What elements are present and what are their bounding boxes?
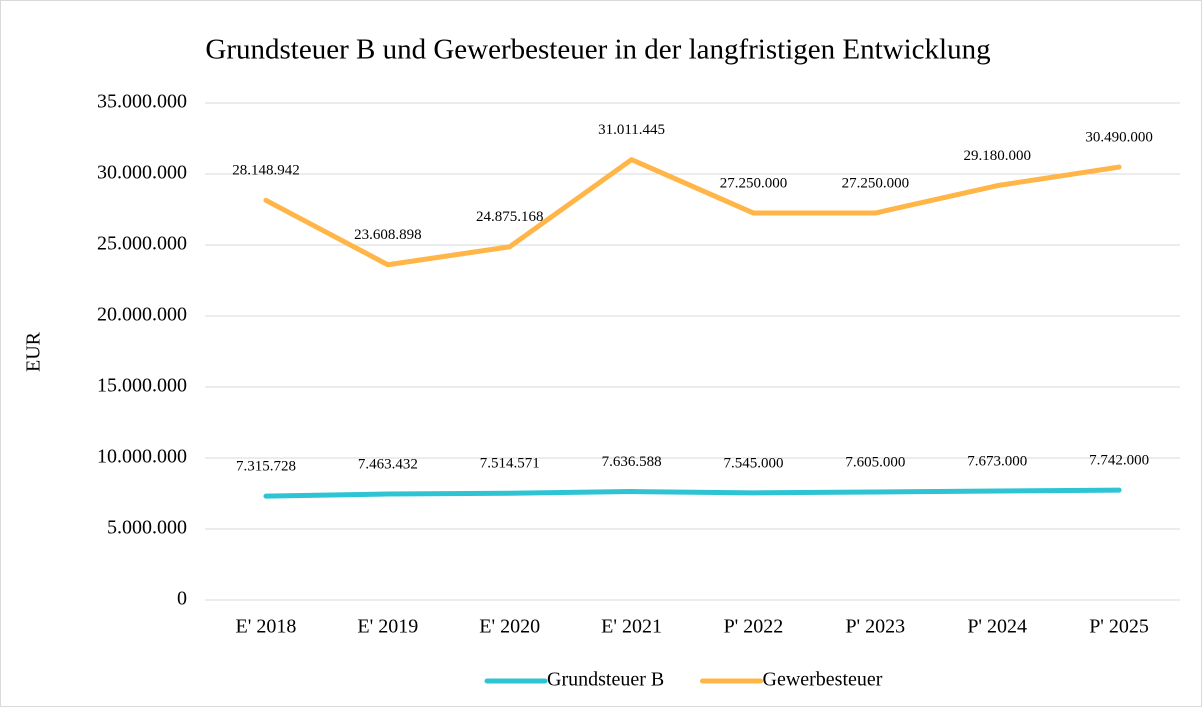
data-label: 7.742.000 xyxy=(1089,453,1149,469)
legend-label: Gewerbesteuer xyxy=(763,669,883,691)
y-tick-label: 20.000.000 xyxy=(97,304,187,326)
y-tick-label: 15.000.000 xyxy=(97,375,187,397)
series-line xyxy=(263,487,1122,499)
x-tick-label: E' 2020 xyxy=(479,616,540,638)
y-tick-label: 35.000.000 xyxy=(97,91,187,113)
y-tick-label: 0 xyxy=(177,588,187,610)
y-tick-label: 5.000.000 xyxy=(107,517,187,539)
data-label: 27.250.000 xyxy=(842,175,910,191)
x-tick-label: E' 2019 xyxy=(357,616,418,638)
data-label: 7.315.728 xyxy=(236,459,296,475)
data-label: 31.011.445 xyxy=(598,122,665,138)
x-tick-label: P' 2025 xyxy=(1089,616,1149,638)
data-label: 7.514.571 xyxy=(480,456,540,472)
data-label: 24.875.168 xyxy=(476,209,544,225)
series-line xyxy=(263,157,1122,268)
data-label: 7.545.000 xyxy=(723,455,783,471)
y-tick-label: 10.000.000 xyxy=(97,446,187,468)
data-label: 28.148.942 xyxy=(232,163,300,179)
data-label: 27.250.000 xyxy=(720,175,788,191)
x-tick-label: P' 2023 xyxy=(845,616,905,638)
y-tick-label: 25.000.000 xyxy=(97,233,187,255)
x-tick-label: E' 2021 xyxy=(601,616,662,638)
data-label: 7.673.000 xyxy=(967,453,1027,469)
data-label: 29.180.000 xyxy=(963,148,1031,164)
x-tick-label: P' 2022 xyxy=(724,616,784,638)
data-label: 7.636.588 xyxy=(602,454,662,470)
data-label: 7.463.432 xyxy=(358,456,418,472)
data-label: 30.490.000 xyxy=(1085,129,1153,145)
legend-label: Grundsteuer B xyxy=(547,669,664,691)
data-label: 23.608.898 xyxy=(354,227,422,243)
x-tick-label: P' 2024 xyxy=(967,616,1027,638)
chart-title: Grundsteuer B und Gewerbesteuer in der l… xyxy=(205,34,990,66)
data-label: 7.605.000 xyxy=(845,454,905,470)
y-axis-label: EUR xyxy=(23,331,45,372)
x-tick-label: E' 2018 xyxy=(236,616,297,638)
y-tick-label: 30.000.000 xyxy=(97,162,187,184)
